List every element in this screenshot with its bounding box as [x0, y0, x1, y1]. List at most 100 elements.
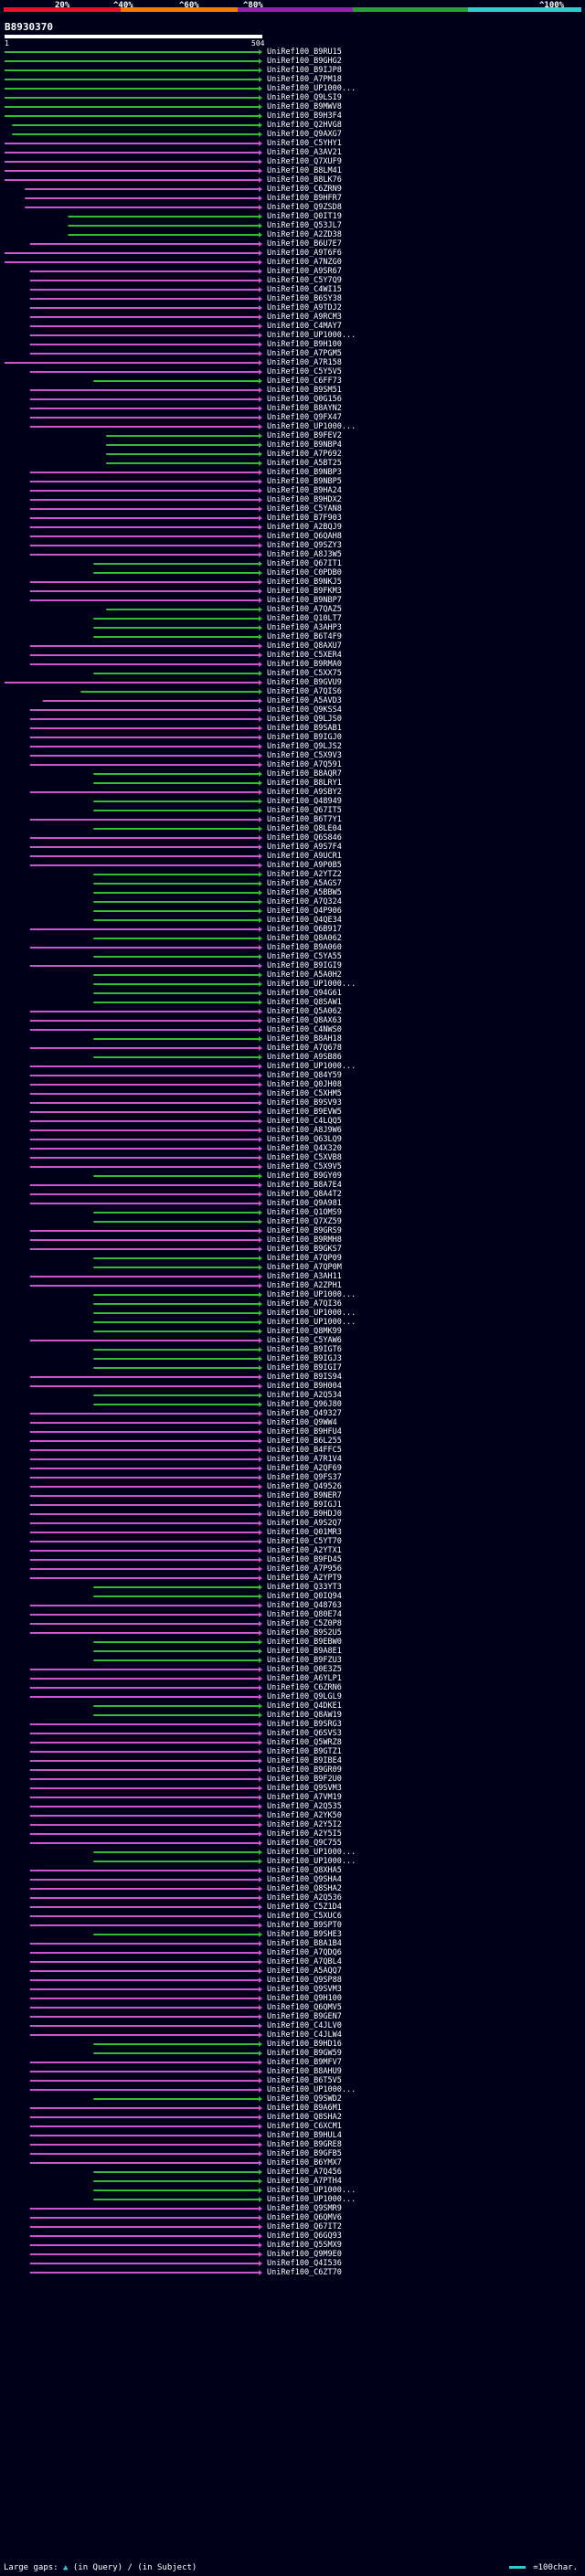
hit-label[interactable]: UniRef100_Q9SMR9	[267, 2204, 342, 2213]
hit-label[interactable]: UniRef100_Q4X320	[267, 1144, 342, 1153]
hit-label[interactable]: UniRef100_A7PGM5	[267, 349, 342, 358]
hit-label[interactable]: UniRef100_A2YTX1	[267, 1546, 342, 1555]
hit-label[interactable]: UniRef100_B6T4F9	[267, 632, 342, 641]
hit-label[interactable]: UniRef100_B9IGJ3	[267, 1354, 342, 1363]
hit-label[interactable]: UniRef100_B9GR09	[267, 1765, 342, 1775]
hit-label[interactable]: UniRef100_B9HDJ0	[267, 1510, 342, 1519]
hit-label[interactable]: UniRef100_UP1000...	[267, 422, 356, 431]
hit-label[interactable]: UniRef100_B9FEV2	[267, 431, 342, 440]
hit-label[interactable]: UniRef100_B9NBP7	[267, 596, 342, 605]
hit-label[interactable]: UniRef100_B9NBP5	[267, 477, 342, 486]
hit-label[interactable]: UniRef100_UP1000...	[267, 980, 356, 989]
hit-label[interactable]: UniRef100_Q10LT7	[267, 614, 342, 623]
hit-label[interactable]: UniRef100_Q0E3Z5	[267, 1665, 342, 1674]
hit-label[interactable]: UniRef100_C5Y7Q9	[267, 276, 342, 285]
hit-label[interactable]: UniRef100_B9SM51	[267, 386, 342, 395]
hit-label[interactable]: UniRef100_C5YT70	[267, 1537, 342, 1546]
hit-label[interactable]: UniRef100_B9SRG3	[267, 1720, 342, 1729]
hit-label[interactable]: UniRef100_Q9A981	[267, 1199, 342, 1208]
hit-label[interactable]: UniRef100_Q1OMS9	[267, 1208, 342, 1217]
hit-label[interactable]: UniRef100_Q94G61	[267, 989, 342, 998]
hit-label[interactable]: UniRef100_C5XHM5	[267, 1089, 342, 1098]
hit-label[interactable]: UniRef100_A9UCR1	[267, 852, 342, 861]
hit-label[interactable]: UniRef100_B9RMA0	[267, 660, 342, 669]
hit-label[interactable]: UniRef100_C4NWS0	[267, 1025, 342, 1034]
hit-label[interactable]: UniRef100_UP1000...	[267, 1857, 356, 1866]
hit-label[interactable]: UniRef100_Q4I536	[267, 2259, 342, 2268]
hit-label[interactable]: UniRef100_Q6SVS3	[267, 1729, 342, 1738]
hit-label[interactable]: UniRef100_B8LK76	[267, 175, 342, 185]
hit-label[interactable]: UniRef100_A8J9W6	[267, 1126, 342, 1135]
hit-label[interactable]: UniRef100_Q9AXG7	[267, 130, 342, 139]
hit-label[interactable]: UniRef100_Q6S846	[267, 833, 342, 843]
hit-label[interactable]: UniRef100_Q9LJS2	[267, 742, 342, 751]
hit-label[interactable]: UniRef100_A7PTH4	[267, 2177, 342, 2186]
hit-label[interactable]: UniRef100_Q53JL7	[267, 221, 342, 230]
hit-label[interactable]: UniRef100_Q63LQ9	[267, 1135, 342, 1144]
hit-label[interactable]: UniRef100_C4JLV0	[267, 2021, 342, 2030]
hit-label[interactable]: UniRef100_Q9LSI9	[267, 93, 342, 102]
hit-label[interactable]: UniRef100_B9HDX2	[267, 495, 342, 504]
hit-label[interactable]: UniRef100_B6L255	[267, 1436, 342, 1446]
hit-label[interactable]: UniRef100_Q4DKE1	[267, 1701, 342, 1711]
hit-label[interactable]: UniRef100_B9NKJ5	[267, 578, 342, 587]
hit-label[interactable]: UniRef100_C4WI15	[267, 285, 342, 294]
hit-label[interactable]: UniRef100_C5Y5V5	[267, 367, 342, 376]
hit-label[interactable]: UniRef100_A9RCM3	[267, 313, 342, 322]
hit-label[interactable]: UniRef100_Q9M9E0	[267, 2250, 342, 2259]
hit-label[interactable]: UniRef100_Q7XUF9	[267, 157, 342, 166]
hit-label[interactable]: UniRef100_B9MWV8	[267, 102, 342, 111]
hit-label[interactable]: UniRef100_B9H100	[267, 340, 342, 349]
hit-label[interactable]: UniRef100_Q9SHA4	[267, 1875, 342, 1884]
hit-label[interactable]: UniRef100_B9IGT6	[267, 1345, 342, 1354]
hit-label[interactable]: UniRef100_B6T7Y1	[267, 815, 342, 824]
hit-label[interactable]: UniRef100_Q9SZY3	[267, 541, 342, 550]
hit-label[interactable]: UniRef100_B9IGI7	[267, 1363, 342, 1373]
hit-label[interactable]: UniRef100_A5AGS7	[267, 879, 342, 888]
hit-label[interactable]: UniRef100_A2Q534	[267, 1391, 342, 1400]
hit-label[interactable]: UniRef100_Q8A4T2	[267, 1190, 342, 1199]
hit-label[interactable]: UniRef100_C4JLW4	[267, 2030, 342, 2040]
hit-label[interactable]: UniRef100_Q4P906	[267, 906, 342, 916]
hit-label[interactable]: UniRef100_B9GHG2	[267, 57, 342, 66]
hit-label[interactable]: UniRef100_A2YPT9	[267, 1574, 342, 1583]
hit-label[interactable]: UniRef100_Q0IQ94	[267, 1592, 342, 1601]
hit-label[interactable]: UniRef100_B9NER7	[267, 1491, 342, 1500]
hit-label[interactable]: UniRef100_Q8SHA2	[267, 2113, 342, 2122]
hit-label[interactable]: UniRef100_Q5SMX9	[267, 2241, 342, 2250]
hit-label[interactable]: UniRef100_C5X9V3	[267, 751, 342, 760]
hit-label[interactable]: UniRef100_B8A1B4	[267, 1939, 342, 1948]
hit-label[interactable]: UniRef100_Q67IT1	[267, 559, 342, 568]
hit-label[interactable]: UniRef100_Q9C755	[267, 1839, 342, 1848]
hit-label[interactable]: UniRef100_B9A8E1	[267, 1647, 342, 1656]
hit-label[interactable]: UniRef100_Q8A062	[267, 934, 342, 943]
hit-label[interactable]: UniRef100_Q8AX63	[267, 1016, 342, 1025]
hit-label[interactable]: UniRef100_UP1000...	[267, 1290, 356, 1299]
hit-label[interactable]: UniRef100_Q5A062	[267, 1007, 342, 1016]
hit-label[interactable]: UniRef100_C5XVB8	[267, 1153, 342, 1162]
hit-label[interactable]: UniRef100_Q67IT5	[267, 806, 342, 815]
hit-label[interactable]: UniRef100_Q33YT3	[267, 1583, 342, 1592]
hit-label[interactable]: UniRef100_Q48949	[267, 797, 342, 806]
hit-label[interactable]: UniRef100_Q0IT19	[267, 212, 342, 221]
hit-label[interactable]: UniRef100_B9GVU9	[267, 678, 342, 687]
hit-label[interactable]: UniRef100_Q6QMV5	[267, 2003, 342, 2012]
hit-label[interactable]: UniRef100_B9SV93	[267, 1098, 342, 1108]
hit-label[interactable]: UniRef100_A2BQJ9	[267, 523, 342, 532]
hit-label[interactable]: UniRef100_Q8SHA2	[267, 1884, 342, 1893]
hit-label[interactable]: UniRef100_A7PM18	[267, 75, 342, 84]
hit-label[interactable]: UniRef100_Q9SVM3	[267, 1985, 342, 1994]
hit-label[interactable]: UniRef100_B9S2U5	[267, 1628, 342, 1638]
hit-label[interactable]: UniRef100_A2ZD38	[267, 230, 342, 239]
hit-label[interactable]: UniRef100_B8LRY1	[267, 779, 342, 788]
hit-label[interactable]: UniRef100_A7QAZ5	[267, 605, 342, 614]
hit-label[interactable]: UniRef100_Q96J80	[267, 1400, 342, 1409]
hit-label[interactable]: UniRef100_B7F903	[267, 514, 342, 523]
hit-label[interactable]: UniRef100_Q6QMV6	[267, 2213, 342, 2222]
hit-label[interactable]: UniRef100_Q9SP88	[267, 1976, 342, 1985]
hit-label[interactable]: UniRef100_A7QP09	[267, 1254, 342, 1263]
hit-label[interactable]: UniRef100_Q2HVG8	[267, 121, 342, 130]
hit-label[interactable]: UniRef100_B4FFC5	[267, 1446, 342, 1455]
hit-label[interactable]: UniRef100_B9SPT0	[267, 1921, 342, 1930]
hit-label[interactable]: UniRef100_Q8MK99	[267, 1327, 342, 1336]
